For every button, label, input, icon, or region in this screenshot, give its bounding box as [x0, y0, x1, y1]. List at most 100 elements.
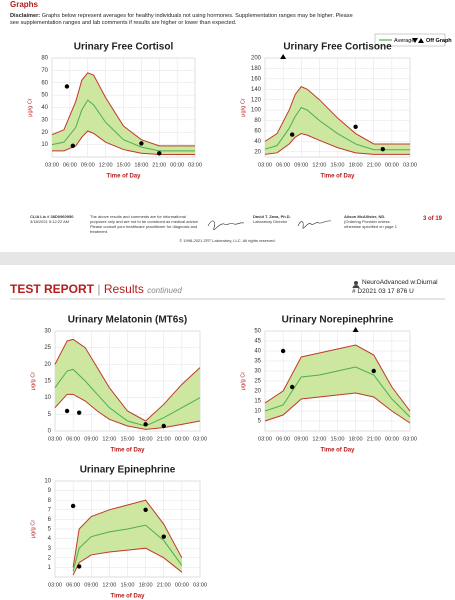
y-tick-label: 45 — [254, 339, 261, 345]
x-tick-label: 15:00 — [331, 436, 345, 442]
x-tick-label: 00:00 — [385, 436, 399, 442]
result-point — [143, 422, 148, 427]
result-point — [380, 146, 386, 152]
y-tick-label: 60 — [254, 129, 261, 135]
off-graph-marker — [280, 54, 287, 59]
x-tick-label: 03:00 — [188, 162, 202, 168]
series-line — [54, 368, 201, 427]
chart-title: Urinary Melatonin (MT6s) — [68, 315, 187, 326]
y-tick-label: 140 — [251, 87, 262, 93]
accession: # D2021 03 17 876 U — [352, 288, 414, 295]
x-tick-label: 03:00 — [403, 162, 417, 168]
y-tick-label: 5 — [48, 412, 52, 418]
y-tick-label: 180 — [251, 66, 262, 72]
result-point — [280, 348, 286, 354]
series-line — [264, 86, 410, 145]
x-tick-label: 09:00 — [294, 436, 308, 442]
y-tick-label: 5 — [258, 419, 262, 425]
footer-director: David T. Zava, Ph.D. Laboratory Director — [253, 214, 298, 224]
x-axis-label: Time of Day — [111, 448, 146, 454]
result-point — [70, 503, 76, 509]
x-tick-label: 09:00 — [294, 162, 308, 168]
y-tick-label: 20 — [254, 389, 261, 395]
result-point — [157, 151, 162, 156]
x-tick-label: 00:00 — [170, 162, 184, 168]
x-tick-label: 03:00 — [193, 436, 207, 442]
y-tick-label: 10 — [44, 479, 51, 485]
y-tick-label: 80 — [254, 118, 261, 124]
x-tick-label: 12:00 — [312, 436, 326, 442]
range-band — [73, 500, 182, 576]
x-tick-label: 03:00 — [258, 436, 272, 442]
y-tick-label: 0 — [48, 429, 52, 435]
x-tick-label: 03:00 — [193, 582, 207, 588]
page-gap — [0, 252, 455, 265]
x-tick-label: 18:00 — [349, 436, 363, 442]
y-tick-label: 30 — [254, 369, 261, 375]
x-tick-label: 12:00 — [312, 162, 326, 168]
range-band — [52, 72, 195, 155]
y-axis-label: μg/g Cr — [240, 372, 246, 391]
series-line — [72, 499, 183, 568]
disclaimer-label: Disclaimer: — [10, 13, 41, 19]
disclaimer-text: Graphs below represent averages for heal… — [10, 13, 353, 26]
series-line — [264, 106, 410, 151]
x-tick-label: 21:00 — [367, 162, 381, 168]
y-tick-label: 7 — [48, 507, 52, 513]
series-line — [72, 524, 183, 572]
result-point — [289, 132, 295, 137]
x-tick-label: 18:00 — [349, 162, 363, 168]
legend-label: Off Graph — [426, 38, 452, 44]
signature — [207, 220, 245, 230]
x-axis-label: Time of Day — [111, 594, 146, 600]
range-band — [265, 345, 410, 423]
legend-label: Average — [394, 38, 414, 44]
y-tick-label: 30 — [41, 117, 48, 123]
chart-title: Urinary Free Cortisol — [74, 42, 174, 53]
x-tick-label: 12:00 — [102, 582, 116, 588]
y-tick-label: 8 — [48, 498, 52, 504]
footer-notice: The above results and comments are for i… — [90, 214, 199, 234]
result-point — [161, 534, 166, 539]
result-point — [371, 368, 376, 374]
y-tick-label: 20 — [254, 149, 261, 155]
x-tick-label: 03:00 — [48, 582, 62, 588]
y-tick-label: 40 — [41, 105, 48, 111]
x-tick-label: 21:00 — [152, 162, 166, 168]
x-tick-label: 06:00 — [66, 582, 80, 588]
chart-title: Urinary Norepinephrine — [282, 315, 394, 326]
x-tick-label: 09:00 — [81, 162, 95, 168]
y-tick-label: 25 — [44, 345, 51, 351]
y-tick-label: 20 — [44, 362, 51, 368]
legend-icon — [418, 38, 424, 43]
series-line — [72, 547, 183, 576]
y-tick-label: 3 — [48, 546, 52, 552]
report-note: continued — [147, 286, 182, 295]
x-tick-label: 03:00 — [48, 436, 62, 442]
y-tick-label: 160 — [251, 76, 262, 82]
result-point — [353, 124, 358, 129]
result-point — [64, 408, 70, 414]
series-line — [54, 338, 201, 422]
director-role: Laboratory Director — [253, 219, 288, 224]
y-tick-label: 60 — [41, 80, 48, 86]
result-point — [143, 507, 148, 512]
result-point — [161, 423, 166, 429]
x-axis-label: Time of Day — [321, 448, 356, 454]
y-tick-label: 2 — [48, 555, 52, 561]
footer-clia: CLIA Lic # 38D0960950 3/18/2021 5:12:22 A… — [30, 214, 85, 224]
y-tick-label: 200 — [251, 56, 262, 62]
y-tick-label: 15 — [44, 379, 51, 385]
report-header: TEST REPORT | Results continued — [10, 282, 182, 296]
timestamp: 3/18/2021 5:12:22 AM — [30, 219, 70, 224]
x-tick-label: 00:00 — [175, 436, 189, 442]
person-icon — [354, 281, 358, 285]
x-tick-label: 06:00 — [276, 162, 290, 168]
y-tick-label: 6 — [48, 517, 52, 523]
x-tick-label: 03:00 — [258, 162, 272, 168]
section-title: Graphs — [10, 0, 39, 9]
x-tick-label: 18:00 — [139, 582, 153, 588]
chart-title: Urinary Epinephrine — [80, 465, 176, 476]
